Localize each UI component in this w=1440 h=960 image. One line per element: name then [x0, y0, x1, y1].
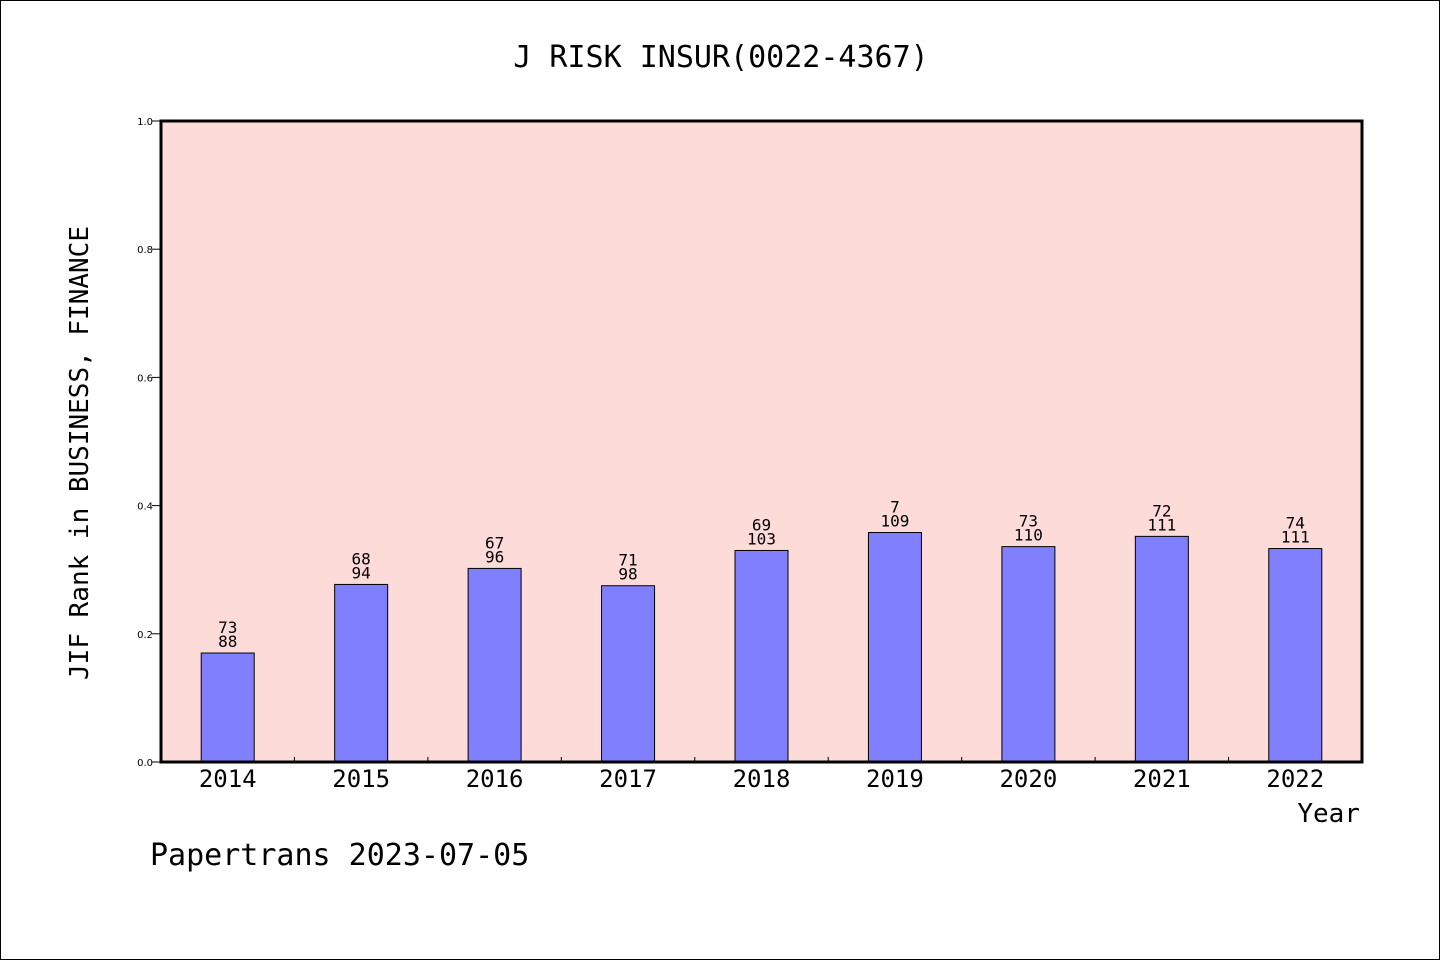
- y-tick-label: 1.0: [137, 117, 153, 128]
- data-label-rank: 73: [1019, 512, 1038, 531]
- data-label-rank: 74: [1286, 514, 1305, 533]
- bar-2020: [1001, 546, 1056, 763]
- bar-2018: [734, 549, 789, 763]
- data-label-total: 111: [1281, 528, 1310, 547]
- data-label-rank: 73: [218, 618, 237, 637]
- data-label-rank: 68: [352, 549, 371, 568]
- x-tick-label: 2018: [733, 765, 791, 793]
- x-tick-label: 2019: [866, 765, 924, 793]
- bar-2016: [467, 567, 522, 763]
- bar-2014: [200, 652, 255, 763]
- bar-2022: [1268, 548, 1323, 763]
- bar-2015: [334, 583, 389, 763]
- plot-frame: [159, 119, 1364, 764]
- x-tick-label: 2022: [1266, 765, 1324, 793]
- data-label-total: 94: [352, 563, 371, 582]
- data-label-rank: 67: [485, 533, 504, 552]
- y-tick-label: 0.0: [137, 758, 153, 769]
- x-tick-label: 2017: [599, 765, 657, 793]
- y-axis-label: JIF Rank in BUSINESS, FINANCE: [65, 226, 95, 680]
- data-label-total: 98: [618, 565, 637, 584]
- x-tick-label: 2016: [466, 765, 524, 793]
- y-tick-label: 0.8: [137, 245, 153, 256]
- data-label-total: 110: [1014, 526, 1043, 545]
- data-label-total: 109: [880, 512, 909, 531]
- y-tick-label: 0.6: [137, 373, 153, 384]
- bar-2019: [867, 532, 922, 763]
- y-tick-label: 0.4: [137, 502, 153, 513]
- x-tick-label: 2020: [999, 765, 1057, 793]
- bar-2017: [601, 585, 656, 763]
- data-label-rank: 7: [890, 498, 900, 517]
- data-label-rank: 71: [618, 551, 637, 570]
- data-label-total: 111: [1147, 515, 1176, 534]
- bar-2021: [1134, 535, 1189, 763]
- data-label-total: 88: [218, 632, 237, 651]
- y-axis-ticks: 0.0 0.2 0.4 0.6 0.8 1.0: [137, 117, 161, 769]
- x-tick-label: 2015: [332, 765, 390, 793]
- data-label-total: 103: [747, 529, 776, 548]
- x-axis-label: Year: [1297, 799, 1360, 829]
- x-tick-label: 2014: [199, 765, 257, 793]
- bars-group: [200, 532, 1323, 763]
- x-tick-label: 2021: [1133, 765, 1191, 793]
- data-label-rank: 69: [752, 515, 771, 534]
- data-label-rank: 72: [1152, 501, 1171, 520]
- y-tick-label: 0.2: [137, 630, 153, 641]
- chart-title: J RISK INSUR(0022-4367): [513, 40, 928, 75]
- footer-credit: Papertrans 2023-07-05: [150, 838, 529, 873]
- x-axis-ticks: 2014 2015 2016 2017 2018 2019 2020 2021 2022: [199, 757, 1324, 793]
- data-label-total: 96: [485, 547, 504, 566]
